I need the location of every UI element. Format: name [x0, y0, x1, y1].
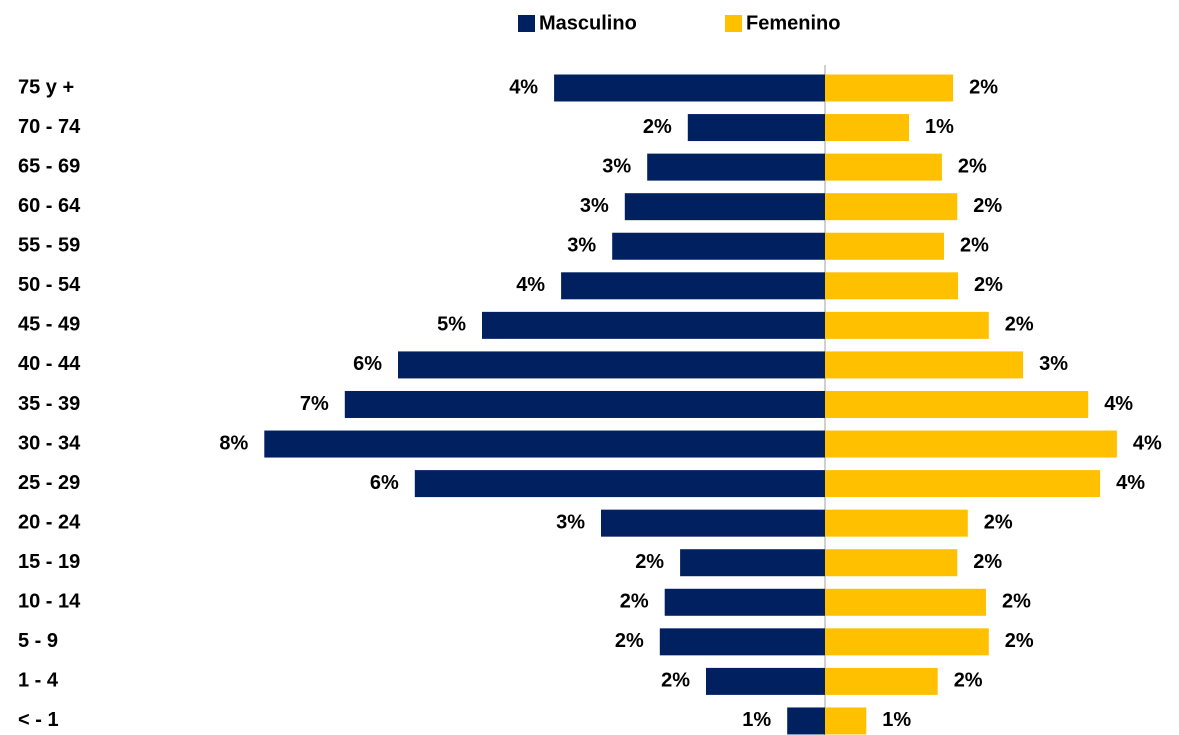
- category-label: 65 - 69: [18, 155, 80, 177]
- category-label: 35 - 39: [18, 393, 80, 415]
- bar: [664, 588, 825, 616]
- value-label: 3%: [567, 235, 596, 257]
- legend-label: Femenino: [746, 12, 840, 34]
- bar: [825, 390, 1089, 418]
- bar: [825, 272, 958, 300]
- value-label: 8%: [219, 432, 248, 454]
- bar: [825, 430, 1117, 458]
- value-label: 2%: [958, 155, 987, 177]
- value-label: 2%: [635, 551, 664, 573]
- value-label: 1%: [882, 709, 911, 731]
- value-label: 6%: [370, 472, 399, 494]
- bar: [825, 509, 968, 537]
- bar: [687, 114, 825, 142]
- value-label: 2%: [1005, 314, 1034, 336]
- bar: [414, 470, 825, 498]
- value-label: 2%: [984, 511, 1013, 533]
- legend-label: Masculino: [539, 12, 637, 34]
- bar: [825, 707, 867, 735]
- bar: [787, 707, 825, 735]
- category-label: 55 - 59: [18, 235, 80, 257]
- bar: [659, 628, 825, 656]
- bar: [825, 351, 1024, 379]
- bar: [825, 311, 989, 339]
- bar: [398, 351, 825, 379]
- bar: [554, 74, 825, 102]
- bar: [825, 232, 944, 260]
- bar: [601, 509, 825, 537]
- value-label: 3%: [602, 155, 631, 177]
- value-label: 2%: [1002, 591, 1031, 613]
- bar: [825, 549, 958, 577]
- category-label: 40 - 44: [18, 353, 81, 375]
- category-label: 45 - 49: [18, 314, 80, 336]
- category-label: 50 - 54: [18, 274, 81, 296]
- category-label: 30 - 34: [18, 432, 81, 454]
- value-label: 2%: [620, 591, 649, 613]
- category-label: < - 1: [18, 709, 59, 731]
- category-label: 15 - 19: [18, 551, 80, 573]
- value-label: 4%: [509, 76, 538, 98]
- value-label: 4%: [1104, 393, 1133, 415]
- bar: [706, 667, 825, 695]
- category-label: 70 - 74: [18, 116, 81, 138]
- bar: [825, 628, 989, 656]
- value-label: 2%: [960, 235, 989, 257]
- value-label: 7%: [300, 393, 329, 415]
- value-label: 3%: [556, 511, 585, 533]
- value-label: 5%: [437, 314, 466, 336]
- bar: [264, 430, 825, 458]
- bar: [825, 588, 986, 616]
- bar: [612, 232, 825, 260]
- value-label: 2%: [615, 630, 644, 652]
- value-label: 6%: [353, 353, 382, 375]
- category-label: 5 - 9: [18, 630, 58, 652]
- category-label: 20 - 24: [18, 511, 81, 533]
- value-label: 2%: [1005, 630, 1034, 652]
- value-label: 2%: [661, 670, 690, 692]
- bar: [825, 193, 958, 221]
- value-label: 1%: [925, 116, 954, 138]
- category-label: 75 y +: [18, 76, 74, 98]
- value-label: 4%: [1116, 472, 1145, 494]
- bar: [825, 114, 909, 142]
- value-label: 4%: [516, 274, 545, 296]
- value-label: 4%: [1133, 432, 1162, 454]
- legend-swatch: [518, 15, 535, 32]
- bar: [825, 667, 938, 695]
- bar: [825, 74, 954, 102]
- value-label: 2%: [954, 670, 983, 692]
- bar: [647, 153, 825, 181]
- bar: [680, 549, 825, 577]
- bar: [482, 311, 825, 339]
- value-label: 2%: [973, 551, 1002, 573]
- value-label: 2%: [973, 195, 1002, 217]
- value-label: 2%: [974, 274, 1003, 296]
- bar: [344, 390, 825, 418]
- category-label: 25 - 29: [18, 472, 80, 494]
- value-label: 3%: [1039, 353, 1068, 375]
- value-label: 3%: [580, 195, 609, 217]
- legend-swatch: [725, 15, 742, 32]
- bar: [624, 193, 825, 221]
- bar: [825, 470, 1101, 498]
- category-label: 60 - 64: [18, 195, 81, 217]
- value-label: 1%: [742, 709, 771, 731]
- category-label: 1 - 4: [18, 670, 59, 692]
- value-label: 2%: [969, 76, 998, 98]
- category-label: 10 - 14: [18, 591, 81, 613]
- value-label: 2%: [643, 116, 672, 138]
- bar: [561, 272, 825, 300]
- bar: [825, 153, 942, 181]
